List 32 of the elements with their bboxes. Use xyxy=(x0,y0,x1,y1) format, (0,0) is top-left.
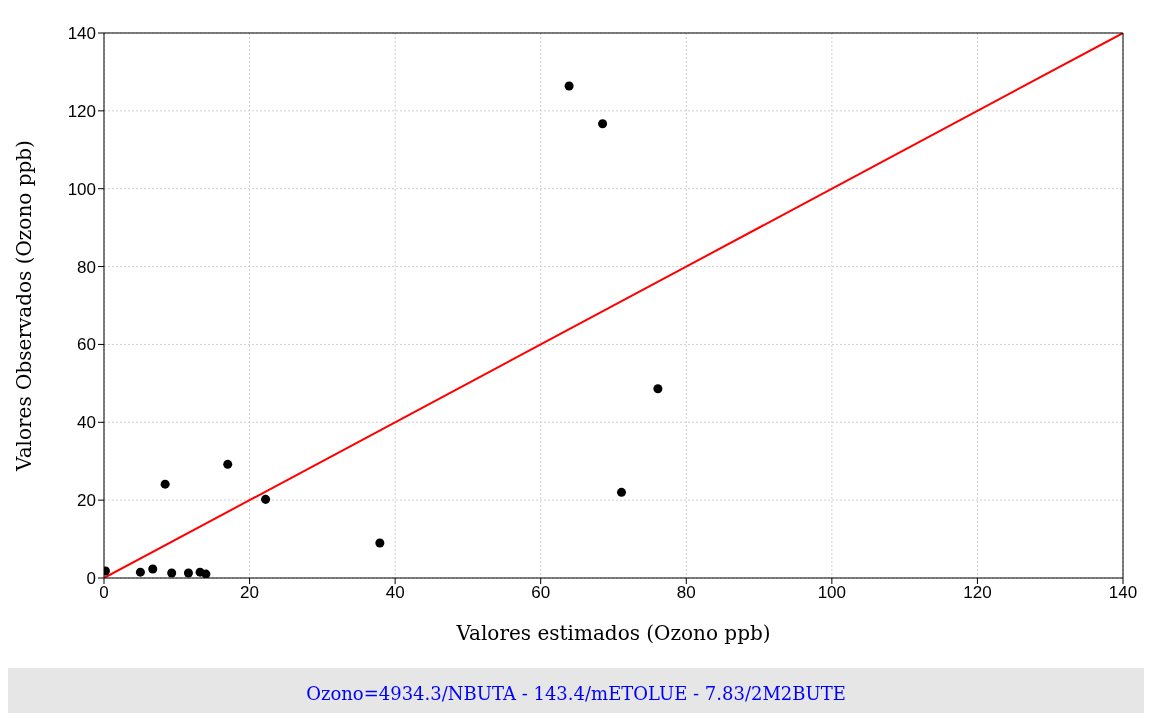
point xyxy=(616,487,627,497)
y-tick-label: 140 xyxy=(67,24,96,44)
x-tick-label: 40 xyxy=(385,583,405,603)
point xyxy=(135,567,145,577)
x-axis-title: Valores estimados (Ozono ppb) xyxy=(455,621,771,645)
y-tick-label: 80 xyxy=(77,257,96,277)
point xyxy=(160,479,170,489)
point xyxy=(183,568,193,578)
y-tick-label: 20 xyxy=(77,491,96,511)
y-tick-label: 0 xyxy=(86,569,96,589)
point xyxy=(261,494,271,504)
point xyxy=(375,538,385,548)
point xyxy=(598,119,608,129)
y-axis-title: Valores Observados (Ozono ppb) xyxy=(12,140,37,472)
point xyxy=(201,569,211,578)
point xyxy=(223,459,233,469)
y-tick-label: 60 xyxy=(77,335,96,355)
y-tick-label: 40 xyxy=(77,413,96,433)
point xyxy=(167,568,177,578)
point xyxy=(653,384,663,394)
y-tick-label: 120 xyxy=(67,101,96,121)
text: Ozono=4934.3/NBUTA - 143.4/mETOLUE - 7.83/2M2BUTE xyxy=(305,683,847,704)
x-tick-label: 80 xyxy=(676,583,696,603)
x-tick-label: 20 xyxy=(240,583,260,603)
x-tick-label: 140 xyxy=(1108,583,1138,603)
x-tick-label: 120 xyxy=(963,583,992,603)
point xyxy=(148,564,158,574)
x-tick-label: 60 xyxy=(531,583,551,603)
point xyxy=(564,81,574,91)
y-tick-label: 100 xyxy=(67,179,96,199)
x-tick-label: 100 xyxy=(817,583,847,603)
x-tick-label: 0 xyxy=(99,583,109,603)
